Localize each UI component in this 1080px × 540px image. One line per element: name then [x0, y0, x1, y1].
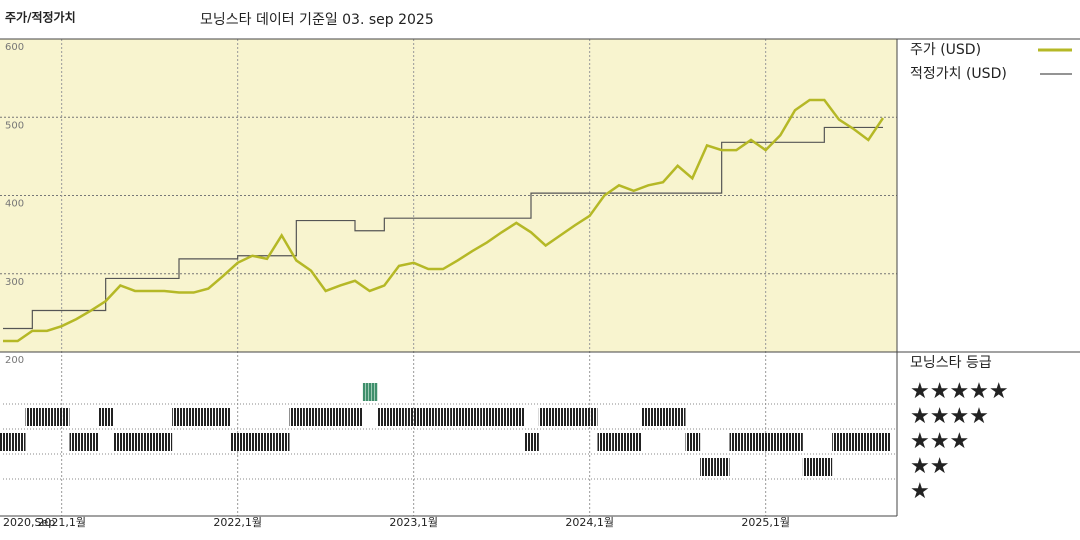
rating-bar	[98, 408, 114, 426]
rating-bar	[40, 408, 55, 426]
rating-bar	[480, 408, 495, 426]
rating-bar	[802, 458, 818, 476]
rating-bar	[348, 408, 363, 426]
rating-bar	[626, 433, 642, 451]
rating-title: 모닝스타 등급	[910, 355, 992, 371]
y-tick-label: 400	[5, 199, 24, 210]
rating-bar	[656, 408, 671, 426]
rating-bar	[201, 408, 217, 426]
rating-bar	[230, 433, 246, 451]
rating-label: ★★	[910, 454, 949, 479]
rating-bar	[436, 408, 451, 426]
rating-bar	[54, 408, 70, 426]
y-tick-label: 500	[5, 120, 24, 131]
rating-bar	[685, 433, 701, 451]
x-tick-label: 2021,1월	[37, 516, 86, 529]
rating-bar	[304, 408, 319, 426]
rating-bar	[421, 408, 437, 426]
rating-bar	[817, 458, 833, 476]
y-tick-label: 600	[5, 42, 24, 53]
rating-bar	[597, 433, 613, 451]
x-tick-label: 2023,1월	[389, 516, 438, 529]
rating-bar	[524, 433, 539, 451]
rating-label: ★★★★★	[910, 379, 1009, 404]
rating-bar	[773, 433, 789, 451]
series-line	[3, 126, 883, 330]
chart-title: 주가/적정가치	[5, 10, 76, 25]
rating-bar	[450, 408, 466, 426]
rating-bar	[10, 433, 26, 451]
chart-subtitle: 모닝스타 데이터 기준일 03. sep 2025	[200, 12, 434, 28]
rating-bar	[714, 458, 730, 476]
rating-bar	[333, 408, 349, 426]
x-tick-label: 2020,Sep	[3, 516, 55, 529]
x-tick-label: 2022,1월	[213, 516, 262, 529]
rating-bar	[216, 408, 231, 426]
rating-bar	[568, 408, 583, 426]
rating-bar	[142, 433, 158, 451]
rating-bar	[0, 433, 11, 451]
legend-label: 적정가치 (USD)	[910, 66, 1007, 82]
rating-bar	[113, 433, 129, 451]
rating-bar	[157, 433, 173, 451]
rating-bar	[289, 408, 305, 426]
rating-bar	[25, 408, 41, 426]
rating-bar	[362, 383, 378, 401]
rating-bar	[582, 408, 598, 426]
rating-label: ★	[910, 479, 930, 504]
rating-bar	[861, 433, 877, 451]
rating-bar	[832, 433, 847, 451]
rating-bar	[465, 408, 481, 426]
rating-bar	[128, 433, 143, 451]
rating-bar	[700, 458, 715, 476]
rating-bar	[172, 408, 187, 426]
rating-bar	[788, 433, 803, 451]
rating-bar	[186, 408, 202, 426]
rating-bar	[846, 433, 862, 451]
rating-bar	[318, 408, 334, 426]
rating-bar	[612, 433, 627, 451]
rating-bar	[538, 408, 554, 426]
rating-bar	[84, 433, 99, 451]
rating-bar	[641, 408, 657, 426]
y-tick-label: 300	[5, 277, 24, 288]
x-tick-label: 2025,1월	[741, 516, 790, 529]
x-tick-label: 2024,1월	[565, 516, 614, 529]
rating-bar	[377, 408, 393, 426]
rating-bar	[744, 433, 759, 451]
rating-bar	[392, 408, 407, 426]
rating-bar	[729, 433, 745, 451]
rating-label: ★★★★	[910, 404, 989, 429]
rating-bar	[494, 408, 510, 426]
rating-bar	[245, 433, 261, 451]
rating-bar	[670, 408, 686, 426]
series-line	[3, 98, 885, 343]
rating-bar	[69, 433, 85, 451]
rating-bar	[758, 433, 774, 451]
legend-label: 주가 (USD)	[910, 42, 981, 58]
rating-bar	[406, 408, 422, 426]
rating-bar	[553, 408, 569, 426]
rating-bar	[876, 433, 891, 451]
rating-label: ★★★	[910, 429, 969, 454]
rating-bar	[274, 433, 290, 451]
rating-bar	[509, 408, 525, 426]
y-tick-label: 200	[5, 355, 24, 366]
rating-rows	[3, 403, 897, 480]
rating-bar	[260, 433, 275, 451]
